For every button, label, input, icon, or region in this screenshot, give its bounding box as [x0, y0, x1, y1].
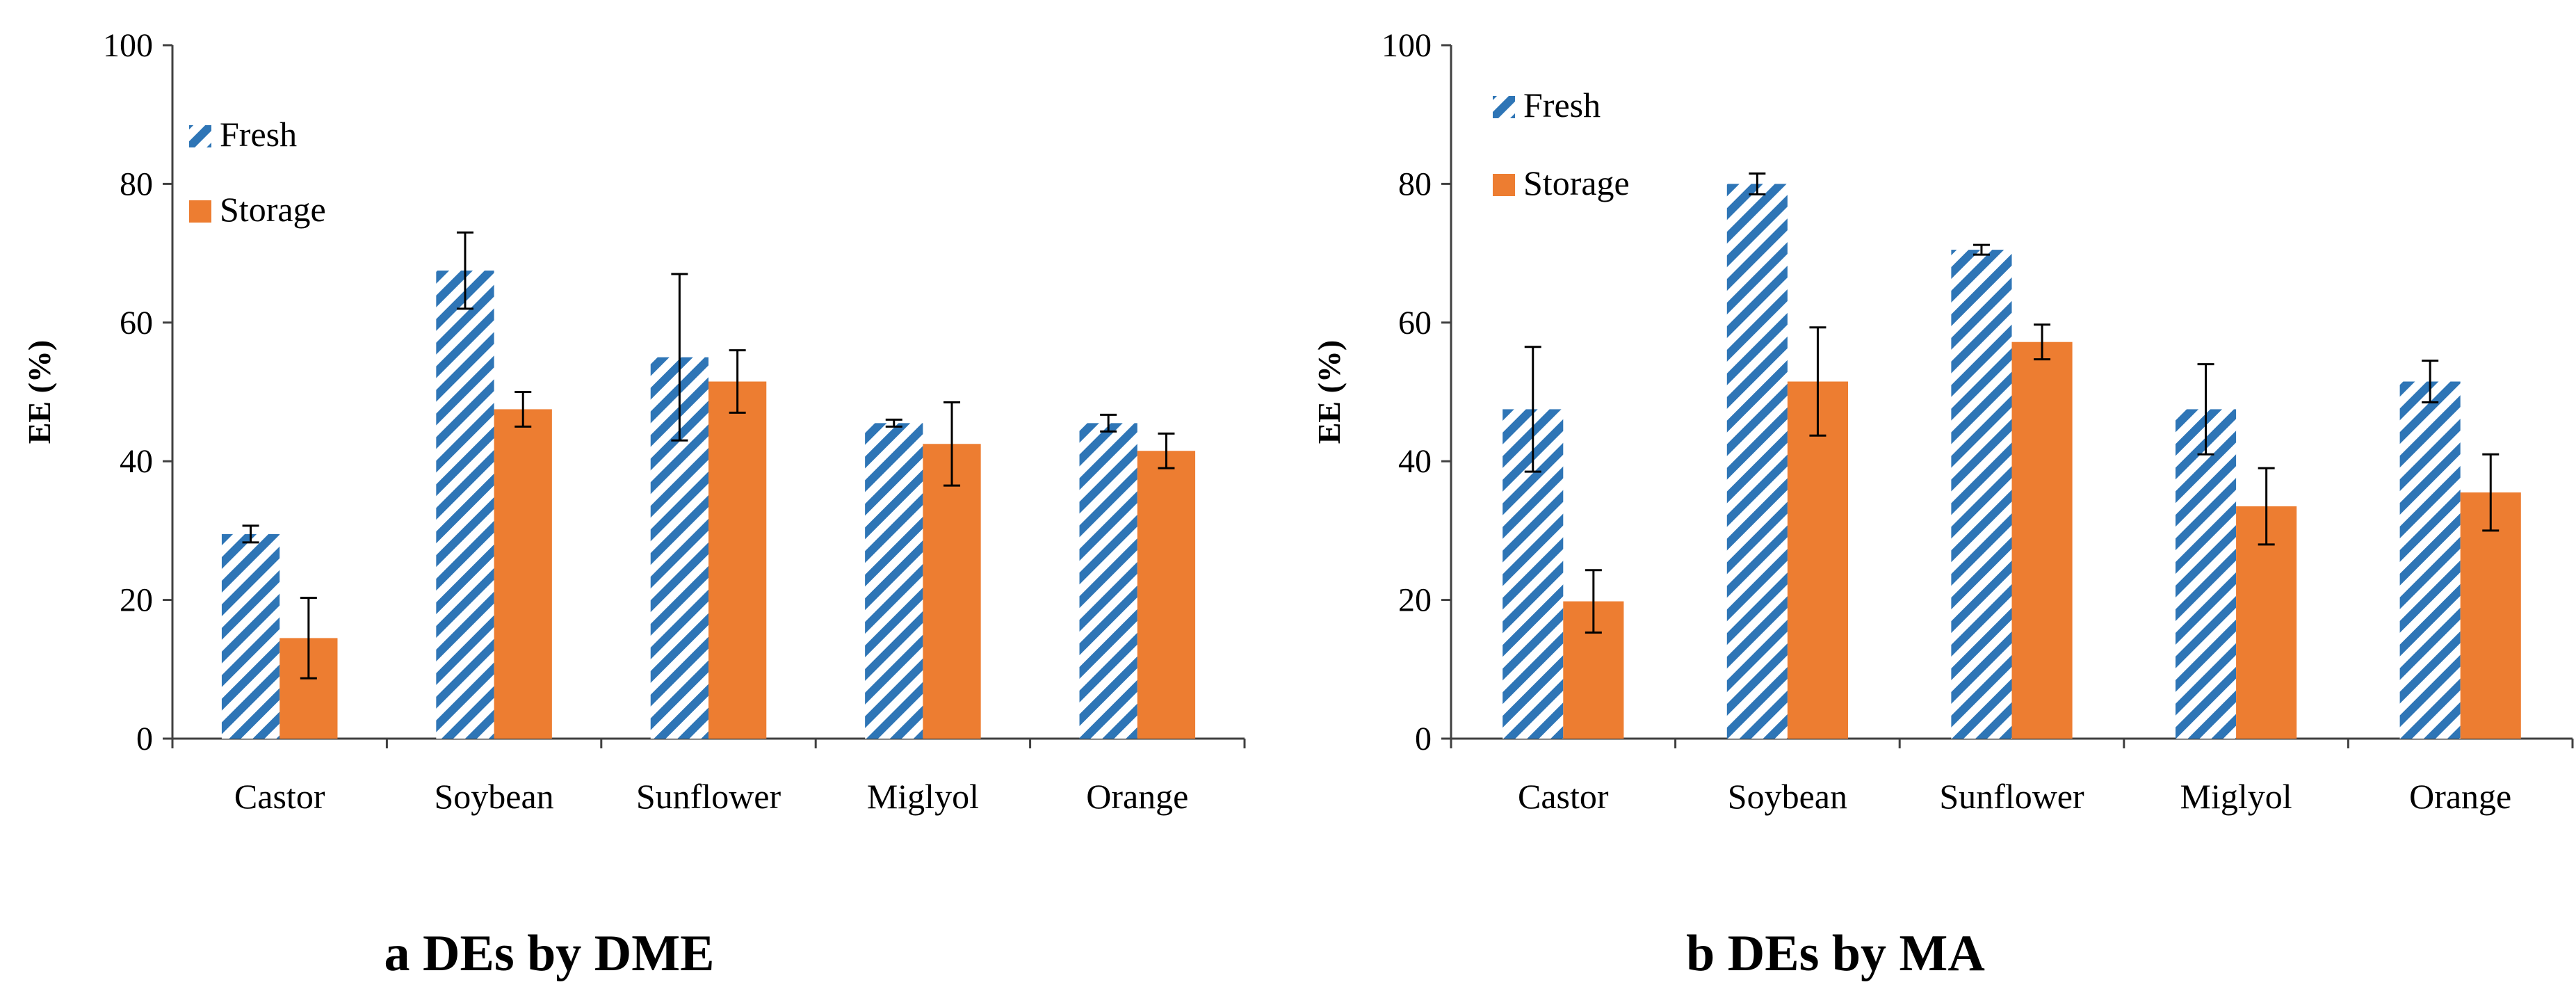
x-tick-label-soybean: Soybean [434, 777, 553, 816]
y-axis-label: EE (%) [22, 340, 57, 444]
bar-storage-soybean [494, 409, 552, 739]
legend-swatch-storage [1493, 174, 1515, 196]
y-tick-labels: 0 20 40 60 80 100 [1382, 27, 1432, 757]
bar-fresh-sunflower [1951, 250, 2012, 739]
bar-storage-sunflower [2011, 341, 2073, 739]
bar-fresh-soybean [436, 271, 494, 739]
bars-group [221, 271, 1196, 739]
y-axis-label: EE (%) [1311, 340, 1347, 444]
legend-label-storage: Storage [1523, 163, 1630, 202]
error-bar-fresh-soybean [456, 231, 473, 310]
bars-group [1502, 184, 2521, 739]
y-tick-label: 40 [120, 443, 153, 480]
y-tick-label: 100 [103, 27, 153, 64]
y-tick-label: 60 [120, 305, 153, 341]
error-bar-storage-soybean [515, 391, 532, 428]
error-bars-group [242, 231, 1175, 680]
error-bar-storage-orange [2482, 453, 2500, 532]
error-bar-storage-castor [1585, 569, 1602, 634]
x-tick-label-miglyol: Miglyol [867, 777, 979, 816]
error-bar-fresh-miglyol [2197, 363, 2214, 456]
bar-fresh-soybean [1726, 184, 1788, 739]
y-tick-label: 100 [1382, 27, 1432, 64]
legend-swatch-fresh [189, 125, 211, 147]
bar-fresh-miglyol [865, 423, 923, 739]
y-tick-label: 80 [120, 166, 153, 202]
legend: Fresh Storage [189, 115, 326, 229]
bar-storage-orange [2460, 492, 2521, 739]
x-tick-label-orange: Orange [1086, 777, 1188, 816]
error-bar-storage-orange [1158, 432, 1175, 469]
bar-storage-soybean [1787, 381, 1849, 739]
error-bar-fresh-miglyol [885, 418, 902, 428]
bar-storage-sunflower [708, 381, 767, 739]
x-tick-label-orange: Orange [2409, 777, 2511, 816]
error-bar-storage-sunflower [2034, 323, 2051, 361]
x-tick-label-sunflower: Sunflower [1939, 777, 2084, 816]
legend-swatch-storage [189, 200, 211, 223]
y-tick-label: 60 [1398, 305, 1432, 341]
x-tick-label-soybean: Soybean [1728, 777, 1847, 816]
chart-panel-a: 0 20 40 60 80 100 Castor Soybean Sunflower Migly… [22, 27, 1246, 982]
legend-label-storage: Storage [220, 190, 326, 229]
error-bar-fresh-soybean [1749, 172, 1766, 195]
y-tick-label: 20 [120, 582, 153, 619]
x-tick-label-castor: Castor [1518, 777, 1609, 816]
error-bar-storage-castor [300, 597, 317, 680]
legend-label-fresh: Fresh [1523, 86, 1601, 124]
bar-fresh-miglyol [2175, 409, 2237, 739]
bar-storage-orange [1137, 451, 1196, 739]
y-axis-ticks [163, 44, 172, 740]
figure-caption-a: a DEs by DME [384, 925, 715, 982]
error-bar-fresh-castor [242, 524, 259, 544]
bar-fresh-orange [1079, 423, 1137, 739]
y-tick-label: 20 [1398, 582, 1432, 619]
y-tick-label: 0 [136, 721, 153, 757]
bar-storage-miglyol [923, 444, 981, 739]
y-tick-labels: 0 20 40 60 80 100 [103, 27, 153, 757]
error-bar-storage-soybean [1809, 326, 1826, 437]
y-axis-ticks [1441, 44, 1451, 740]
y-tick-label: 80 [1398, 166, 1432, 202]
error-bar-fresh-orange [2422, 360, 2439, 403]
y-tick-label: 40 [1398, 443, 1432, 480]
error-bar-fresh-sunflower [671, 273, 688, 442]
error-bar-storage-miglyol [2258, 467, 2275, 546]
legend-swatch-fresh [1493, 96, 1515, 118]
bar-fresh-castor [221, 533, 280, 739]
chart-panel-b: 0 20 40 60 80 100 Castor Soybean Sunflower Migly… [1311, 27, 2574, 982]
x-tick-label-miglyol: Miglyol [2180, 777, 2292, 816]
legend: Fresh Storage [1493, 86, 1630, 202]
figure-caption-b: b DEs by MA [1686, 925, 1985, 982]
error-bar-fresh-castor [1524, 346, 1541, 473]
error-bar-storage-miglyol [943, 401, 961, 487]
x-tick-labels: Castor Soybean Sunflower Miglyol Orange [1450, 739, 2574, 816]
error-bars-group [1524, 172, 2500, 634]
x-tick-label-castor: Castor [234, 777, 325, 816]
error-bar-fresh-orange [1100, 413, 1117, 433]
error-bar-fresh-sunflower [1972, 243, 1990, 256]
error-bar-storage-sunflower [729, 349, 746, 414]
legend-label-fresh: Fresh [220, 115, 297, 154]
x-tick-label-sunflower: Sunflower [636, 777, 781, 816]
x-tick-labels: Castor Soybean Sunflower Miglyol Orange [171, 739, 1246, 816]
bar-fresh-orange [2399, 381, 2461, 739]
y-tick-label: 0 [1415, 721, 1432, 757]
